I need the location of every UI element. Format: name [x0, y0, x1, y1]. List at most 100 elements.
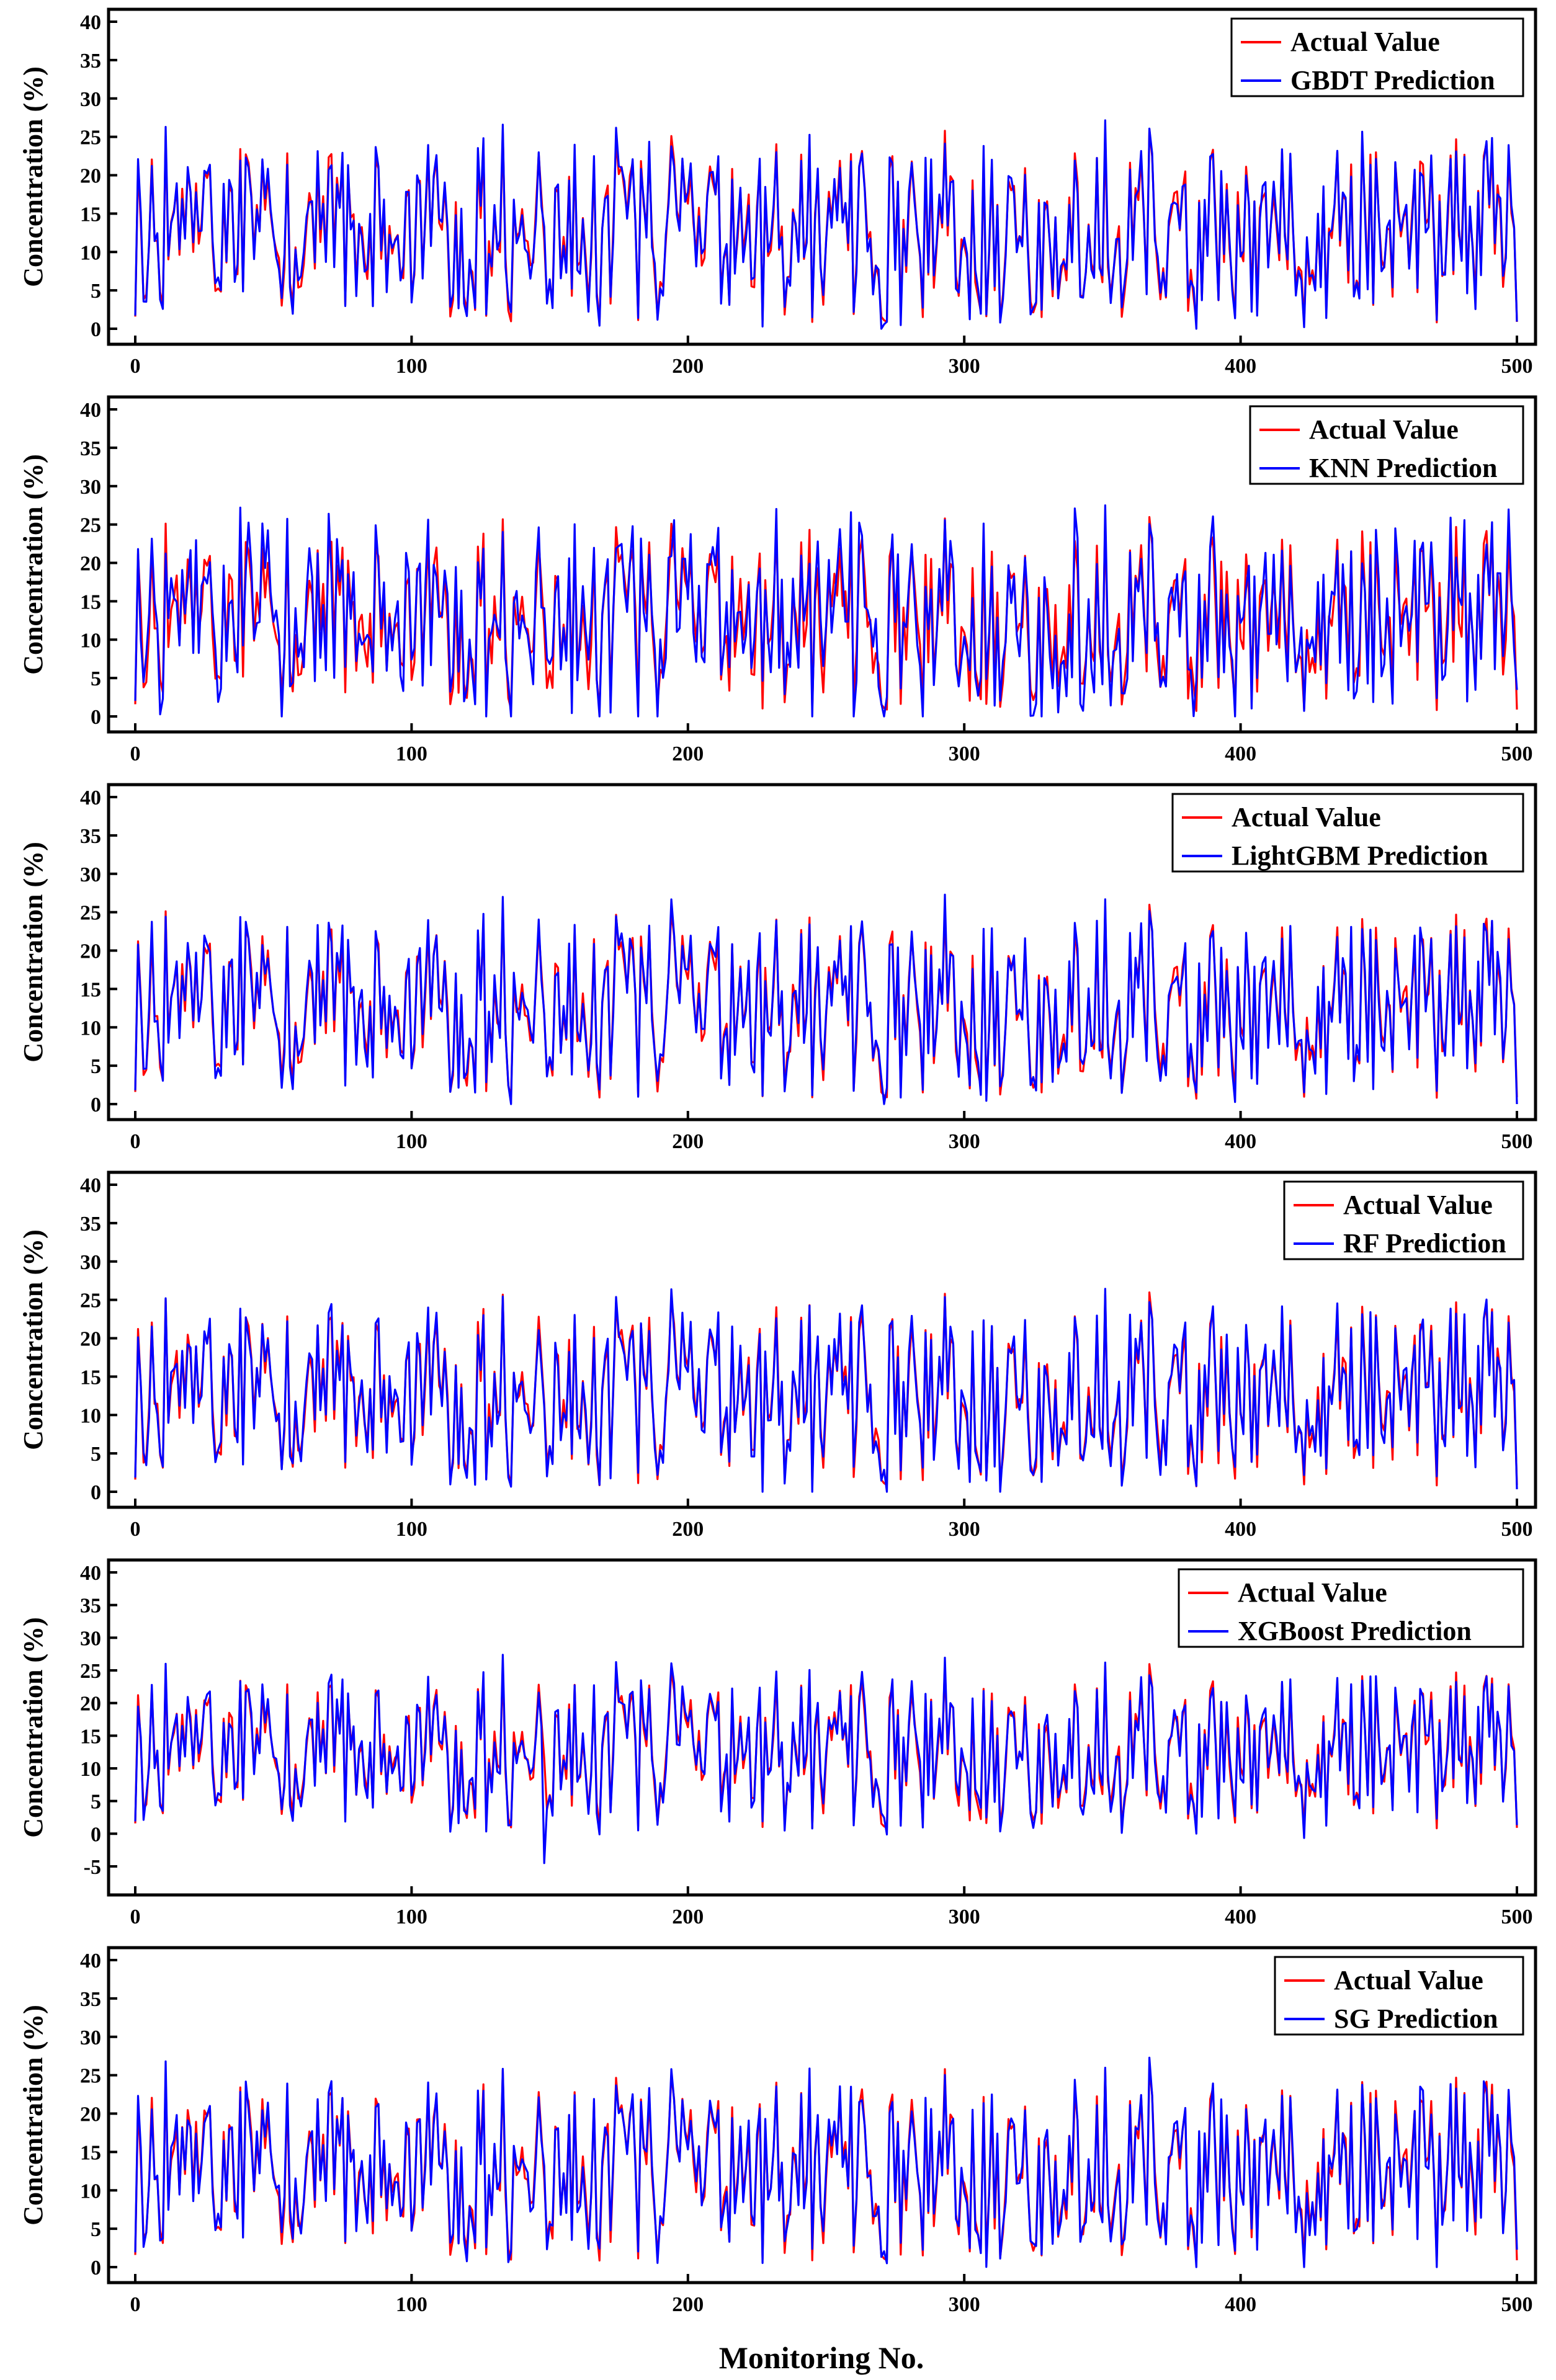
x-tick-label: 300: [949, 742, 980, 765]
legend-label: Actual Value: [1309, 414, 1459, 445]
legend-label: Actual Value: [1343, 1190, 1493, 1220]
plot-frame: [107, 7, 1537, 346]
x-tick-label: 100: [396, 355, 427, 378]
x-tick-label: 200: [672, 1518, 704, 1541]
x-tick-label: 200: [672, 1905, 704, 1928]
x-tick-label: 300: [949, 1518, 980, 1541]
legend-label: Actual Value: [1290, 27, 1440, 57]
x-axis-label: Monitoring No.: [719, 2340, 924, 2375]
legend-label: GBDT Prediction: [1290, 65, 1495, 96]
legend-box: [1178, 1568, 1524, 1648]
y-tick-label: 5: [91, 667, 101, 690]
y-axis-label: Concentration (%): [18, 1229, 48, 1450]
y-axis-label: Concentration (%): [18, 1617, 48, 1838]
y-tick-label: 35: [80, 1988, 101, 2011]
x-tick-label: 100: [396, 742, 427, 765]
y-tick-label: 10: [80, 1404, 101, 1427]
y-tick-label: 30: [80, 1627, 101, 1650]
y-tick-label: 5: [91, 1055, 101, 1078]
y-tick-label: 25: [80, 1290, 101, 1313]
y-tick-label: 10: [80, 629, 101, 652]
x-tick-label: 300: [949, 1130, 980, 1153]
y-tick-label: 20: [80, 2103, 101, 2126]
legend-label: LightGBM Prediction: [1232, 840, 1488, 871]
series-line-prediction: [134, 504, 1518, 718]
y-tick-label: 20: [80, 1693, 101, 1716]
y-tick-label: 10: [80, 1758, 101, 1781]
x-tick-label: 300: [949, 355, 980, 378]
x-tick-label: 500: [1501, 1518, 1533, 1541]
y-tick-label: 35: [80, 50, 101, 73]
y-tick-label: 40: [80, 1950, 101, 1972]
y-tick-label: 15: [80, 1725, 101, 1748]
y-tick-label: 25: [80, 2065, 101, 2088]
y-tick-label: 10: [80, 1017, 101, 1040]
series-line-prediction: [134, 1288, 1518, 1493]
legend-label: RF Prediction: [1343, 1228, 1506, 1259]
x-tick-label: 100: [396, 2293, 427, 2316]
x-tick-label: 400: [1225, 2293, 1256, 2316]
y-tick-label: 30: [80, 1251, 101, 1274]
x-tick-label: 400: [1225, 355, 1256, 378]
x-tick-label: 0: [130, 742, 141, 765]
x-tick-label: 400: [1225, 1518, 1256, 1541]
y-tick-label: 0: [91, 318, 101, 341]
y-tick-label: 15: [80, 2141, 101, 2164]
legend-box: [1230, 17, 1524, 97]
y-tick-label: 10: [80, 2180, 101, 2203]
legend-label: XGBoost Prediction: [1238, 1616, 1472, 1646]
y-axis-label: Concentration (%): [18, 842, 48, 1063]
x-tick-label: 100: [396, 1905, 427, 1928]
y-tick-label: 30: [80, 88, 101, 111]
y-tick-label: 10: [80, 241, 101, 264]
legend-box: [1274, 1956, 1524, 2036]
legend-label: Actual Value: [1334, 1965, 1483, 1995]
y-tick-label: 20: [80, 1328, 101, 1351]
series-line-prediction: [134, 893, 1518, 1105]
y-tick-label: 15: [80, 203, 101, 226]
plot-frame: [107, 1170, 1537, 1509]
x-tick-label: 0: [130, 355, 141, 378]
y-tick-label: 25: [80, 1660, 101, 1683]
y-tick-label: 15: [80, 978, 101, 1001]
y-tick-label: 35: [80, 1213, 101, 1236]
x-tick-label: 100: [396, 1518, 427, 1541]
x-tick-label: 200: [672, 355, 704, 378]
y-axis-label: Concentration (%): [18, 2005, 48, 2226]
series-line-prediction: [134, 2056, 1518, 2268]
x-tick-label: 100: [396, 1130, 427, 1153]
x-tick-label: 200: [672, 742, 704, 765]
x-tick-label: 300: [949, 2293, 980, 2316]
x-tick-label: 500: [1501, 1130, 1533, 1153]
plot-frame: [107, 1946, 1537, 2284]
y-tick-label: 40: [80, 399, 101, 422]
y-tick-label: 20: [80, 940, 101, 963]
y-tick-label: 0: [91, 706, 101, 729]
y-tick-label: 15: [80, 591, 101, 613]
x-tick-label: 500: [1501, 742, 1533, 765]
series-line-prediction: [134, 119, 1518, 330]
y-tick-label: 0: [91, 1481, 101, 1504]
y-tick-label: 20: [80, 553, 101, 576]
y-tick-label: 0: [91, 1094, 101, 1116]
legend-label: SG Prediction: [1334, 2003, 1498, 2034]
x-tick-label: 500: [1501, 2293, 1533, 2316]
y-tick-label: 5: [91, 1791, 101, 1814]
x-tick-label: 500: [1501, 1905, 1533, 1928]
y-tick-label: 30: [80, 2026, 101, 2049]
plot-frame: [107, 1558, 1537, 1897]
legend-box: [1283, 1180, 1524, 1260]
x-tick-label: 300: [949, 1905, 980, 1928]
y-tick-label: 5: [91, 2218, 101, 2241]
y-tick-label: 20: [80, 165, 101, 188]
y-tick-label: 40: [80, 11, 101, 34]
x-tick-label: 500: [1501, 355, 1533, 378]
y-tick-label: 30: [80, 476, 101, 499]
x-tick-label: 0: [130, 1905, 141, 1928]
